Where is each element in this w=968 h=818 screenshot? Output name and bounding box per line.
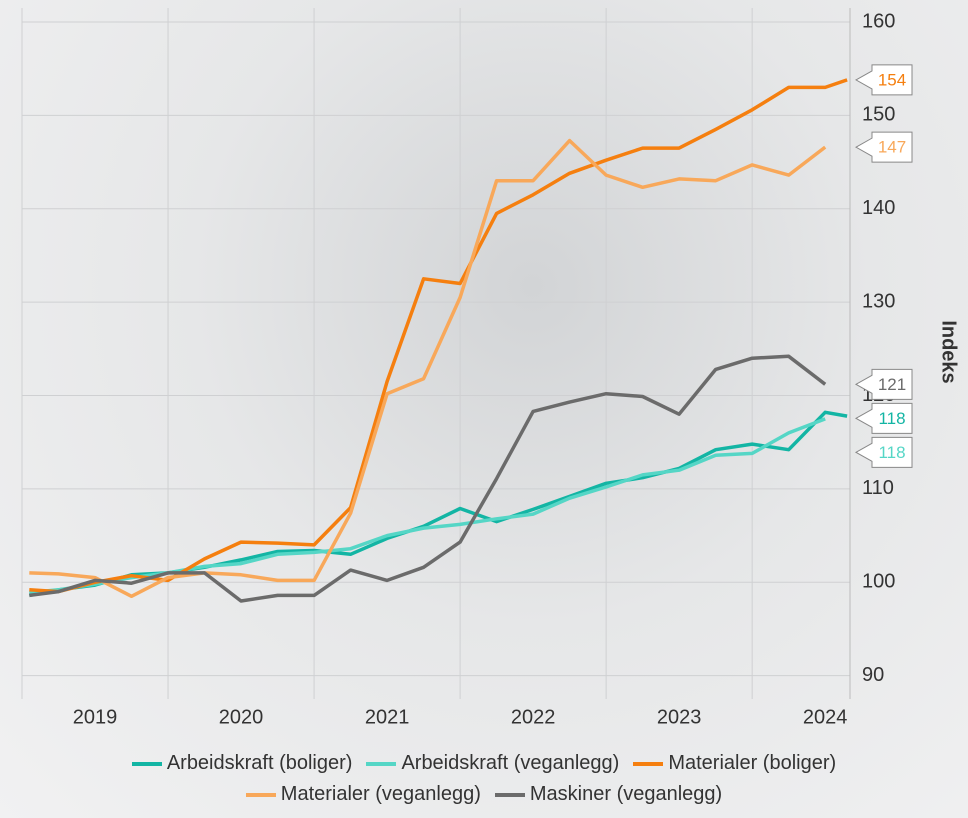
x-tick-label: 2020 [219, 706, 264, 728]
x-tick-label: 2021 [365, 706, 410, 728]
legend: Arbeidskraft (boliger) Arbeidskraft (vega… [40, 752, 928, 806]
legend-item[interactable]: Maskiner (veganlegg) [495, 783, 722, 806]
legend-label: Maskiner (veganlegg) [530, 783, 722, 806]
end-label-text: 121 [878, 375, 906, 394]
legend-item[interactable]: Materialer (veganlegg) [246, 783, 481, 806]
end-label: 154 [856, 65, 912, 95]
x-tick-label: 2023 [657, 706, 702, 728]
legend-item[interactable]: Arbeidskraft (boliger) [132, 752, 353, 775]
page: Indeks 901001101201301401501602019202020… [0, 0, 968, 818]
y-tick-label: 160 [862, 10, 895, 32]
end-label-text: 154 [878, 70, 906, 89]
end-label-text: 147 [878, 138, 906, 157]
chart: Indeks 901001101201301401501602019202020… [0, 0, 968, 818]
end-label: 118 [856, 403, 912, 433]
y-tick-label: 150 [862, 104, 895, 126]
legend-item[interactable]: Arbeidskraft (veganlegg) [366, 752, 619, 775]
x-tick-label: 2019 [73, 706, 118, 728]
legend-swatch [246, 793, 276, 797]
end-label-text: 118 [878, 409, 905, 428]
legend-label: Materialer (veganlegg) [281, 783, 481, 806]
x-tick-label: 2024 [803, 706, 848, 728]
legend-label: Arbeidskraft (boliger) [167, 752, 353, 775]
legend-swatch [366, 762, 396, 766]
end-label: 147 [856, 132, 912, 162]
legend-swatch [495, 793, 525, 797]
y-tick-label: 90 [862, 664, 884, 686]
legend-swatch [132, 762, 162, 766]
legend-label: Arbeidskraft (veganlegg) [401, 752, 619, 775]
y-tick-label: 110 [862, 477, 894, 499]
legend-label: Materialer (boliger) [668, 752, 836, 775]
series-line [29, 412, 847, 595]
end-label-text: 118 [878, 443, 905, 462]
end-label: 118 [856, 437, 912, 467]
series-line [29, 80, 847, 592]
series-line [29, 356, 825, 601]
y-tick-label: 100 [862, 571, 895, 593]
y-tick-label: 140 [862, 197, 895, 219]
legend-item[interactable]: Materialer (boliger) [633, 752, 836, 775]
y-axis-label: Indeks [938, 320, 960, 383]
y-tick-label: 130 [862, 290, 895, 312]
x-tick-label: 2022 [511, 706, 556, 728]
legend-swatch [633, 762, 663, 766]
